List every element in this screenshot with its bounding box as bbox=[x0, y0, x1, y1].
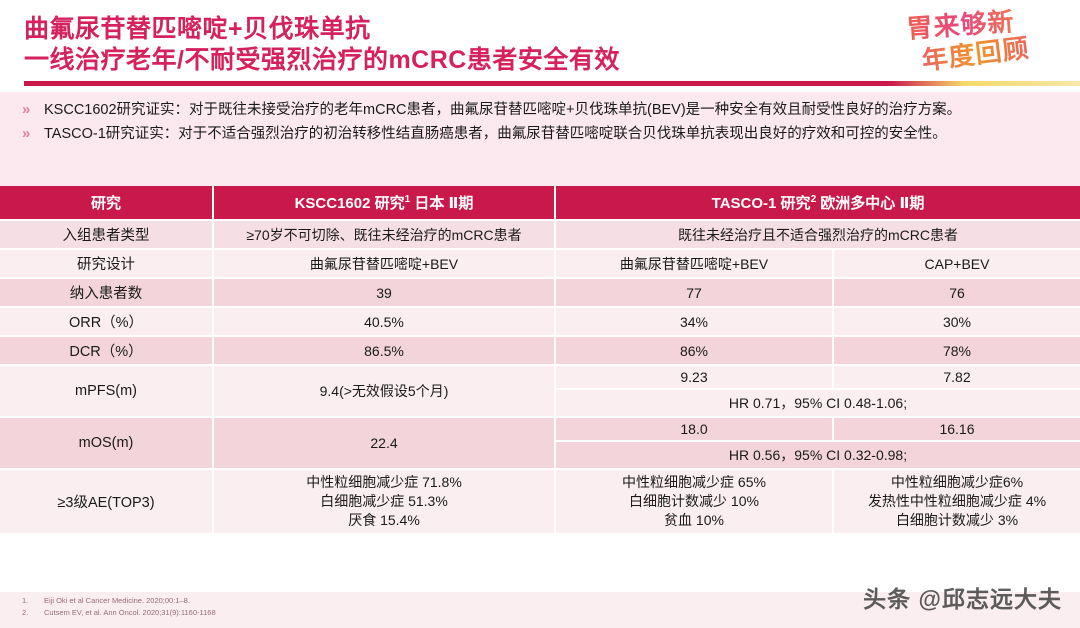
ae-line: 白细胞计数减少 10% bbox=[629, 493, 759, 509]
chevron-double-right-icon: » bbox=[22, 101, 31, 118]
page-title-line1: 曲氟尿苷替匹嘧啶+贝伐珠单抗 bbox=[24, 15, 371, 43]
cell-ae-kscc: 中性粒细胞减少症 71.8% 白细胞减少症 51.3% 厌食 15.4% bbox=[213, 469, 556, 535]
row-label: mPFS(m) bbox=[0, 365, 214, 418]
list-item: » KSCC1602研究证实：对于既往未接受治疗的老年mCRC患者，曲氟尿苷替匹… bbox=[22, 99, 1058, 121]
row-label: ≥3级AE(TOP3) bbox=[0, 469, 214, 535]
ae-line: 发热性中性粒细胞减少症 4% bbox=[867, 493, 1047, 509]
table-row: HR 0.56，95% CI 0.32-0.98; bbox=[0, 441, 1080, 470]
cell-tasco-arm1: 18.0 bbox=[555, 417, 834, 442]
list-item: » TASCO-1研究证实：对于不适合强烈治疗的初治转移性结直肠癌患者，曲氟尿苷… bbox=[22, 123, 1058, 145]
table-row: mPFS(m) 9.4(>无效假设5个月) 9.23 7.82 bbox=[0, 365, 1080, 418]
table-header-row: 研究 KSCC1602 研究1 日本 Ⅱ期 TASCO-1 研究2 欧洲多中心 … bbox=[0, 186, 1080, 221]
cell-kscc: 86.5% bbox=[213, 336, 556, 366]
cell-kscc: 22.4 bbox=[213, 417, 556, 470]
cell-tasco-arm2: CAP+BEV bbox=[833, 249, 1080, 279]
cell-tasco-arm2: 78% bbox=[833, 336, 1080, 366]
tasco-name: TASCO-1 研究 bbox=[711, 195, 811, 212]
summary-band: » KSCC1602研究证实：对于既往未接受治疗的老年mCRC患者，曲氟尿苷替匹… bbox=[0, 92, 1080, 186]
cell-kscc: 40.5% bbox=[213, 307, 556, 337]
table-row: 纳入患者数 39 77 76 bbox=[0, 278, 1080, 308]
ae-line: 白细胞减少症 51.3% bbox=[320, 493, 448, 509]
cell-kscc: 39 bbox=[213, 278, 556, 308]
cell-tasco-span: 既往未经治疗且不适合强烈治疗的mCRC患者 bbox=[555, 220, 1080, 250]
cell-tasco-arm2: 30% bbox=[833, 307, 1080, 337]
footnote-text: Eiji Oki et al Cancer Medicine. 2020;00:… bbox=[44, 596, 190, 605]
row-label: ORR（%） bbox=[0, 307, 214, 337]
footnote-1: 1. Eiji Oki et al Cancer Medicine. 2020;… bbox=[22, 595, 1080, 607]
cell-kscc: 曲氟尿苷替匹嘧啶+BEV bbox=[213, 249, 556, 279]
footnote-number: 1. bbox=[22, 596, 29, 605]
watermark: 头条 @邱志远大夫 bbox=[863, 586, 1062, 612]
footnote-2: 2. Cutsem EV, et al. Ann Oncol. 2020;31(… bbox=[22, 607, 1080, 619]
cell-kscc: ≥70岁不可切除、既往未经治疗的mCRC患者 bbox=[213, 220, 556, 250]
table-row: 入组患者类型 ≥70岁不可切除、既往未经治疗的mCRC患者 既往未经治疗且不适合… bbox=[0, 220, 1080, 250]
cell-ae-tasco-arm2: 中性粒细胞减少症6% 发热性中性粒细胞减少症 4% 白细胞计数减少 3% bbox=[833, 469, 1080, 535]
table-row: ≥3级AE(TOP3) 中性粒细胞减少症 71.8% 白细胞减少症 51.3% … bbox=[0, 469, 1080, 535]
cell-tasco-arm1: 86% bbox=[555, 336, 834, 366]
ae-line: 厌食 15.4% bbox=[348, 512, 420, 528]
summary-bullet-text: KSCC1602研究证实：对于既往未接受治疗的老年mCRC患者，曲氟尿苷替匹嘧啶… bbox=[44, 102, 962, 118]
cell-tasco-arm1: 77 bbox=[555, 278, 834, 308]
cell-tasco-arm2: 7.82 bbox=[833, 365, 1080, 390]
cell-tasco-arm1: 曲氟尿苷替匹嘧啶+BEV bbox=[555, 249, 834, 279]
row-label: 入组患者类型 bbox=[0, 220, 214, 250]
cell-kscc: 9.4(>无效假设5个月) bbox=[213, 365, 556, 418]
kscc-tail: 日本 Ⅱ期 bbox=[410, 195, 474, 212]
page-title-line2: 一线治疗老年/不耐受强烈治疗的mCRC患者安全有效 bbox=[24, 46, 620, 74]
tasco-tail: 欧洲多中心 Ⅱ期 bbox=[816, 195, 925, 212]
cell-tasco-arm1: 9.23 bbox=[555, 365, 834, 390]
column-header-study: 研究 bbox=[0, 186, 214, 221]
campaign-logo: 胃来够新 年度回顾 bbox=[859, 0, 1064, 95]
footnote-number: 2. bbox=[22, 608, 29, 617]
table-row: ORR（%） 40.5% 34% 30% bbox=[0, 307, 1080, 337]
cell-mpfs-hazard-ratio: HR 0.71，95% CI 0.48-1.06; bbox=[555, 389, 1080, 418]
ae-line: 中性粒细胞减少症6% bbox=[890, 474, 1024, 490]
chevron-double-right-icon: » bbox=[22, 125, 31, 142]
cell-tasco-arm2: 16.16 bbox=[833, 417, 1080, 442]
ae-line: 中性粒细胞减少症 71.8% bbox=[306, 474, 462, 490]
title-divider bbox=[24, 81, 1080, 86]
kscc-name: KSCC1602 研究 bbox=[294, 195, 405, 212]
cell-mos-hazard-ratio: HR 0.56，95% CI 0.32-0.98; bbox=[555, 441, 1080, 470]
study-comparison-table: 研究 KSCC1602 研究1 日本 Ⅱ期 TASCO-1 研究2 欧洲多中心 … bbox=[0, 186, 1080, 535]
cell-ae-tasco-arm1: 中性粒细胞减少症 65% 白细胞计数减少 10% 贫血 10% bbox=[555, 469, 834, 535]
ae-line: 中性粒细胞减少症 65% bbox=[622, 474, 766, 490]
kscc-ref-sup: 1 bbox=[404, 194, 411, 205]
footnote-text: Cutsem EV, et al. Ann Oncol. 2020;31(9):… bbox=[44, 608, 216, 617]
column-header-kscc1602: KSCC1602 研究1 日本 Ⅱ期 bbox=[213, 186, 556, 221]
summary-bullet-text: TASCO-1研究证实：对于不适合强烈治疗的初治转移性结直肠癌患者，曲氟尿苷替匹… bbox=[44, 126, 947, 142]
footnote-block: 1. Eiji Oki et al Cancer Medicine. 2020;… bbox=[0, 592, 1080, 628]
row-label: mOS(m) bbox=[0, 417, 214, 470]
cell-tasco-arm2: 76 bbox=[833, 278, 1080, 308]
table-row: 研究设计 曲氟尿苷替匹嘧啶+BEV 曲氟尿苷替匹嘧啶+BEV CAP+BEV bbox=[0, 249, 1080, 279]
row-label: 纳入患者数 bbox=[0, 278, 214, 308]
row-label: 研究设计 bbox=[0, 249, 214, 279]
table-row: HR 0.71，95% CI 0.48-1.06; bbox=[0, 389, 1080, 418]
row-label: DCR（%） bbox=[0, 336, 214, 366]
tasco-ref-sup: 2 bbox=[810, 194, 817, 205]
table-row: mOS(m) 22.4 18.0 16.16 bbox=[0, 417, 1080, 470]
ae-line: 白细胞计数减少 3% bbox=[895, 512, 1019, 528]
cell-tasco-arm1: 34% bbox=[555, 307, 834, 337]
slide-header: 曲氟尿苷替匹嘧啶+贝伐珠单抗 一线治疗老年/不耐受强烈治疗的mCRC患者安全有效… bbox=[0, 0, 1080, 92]
table-row: DCR（%） 86.5% 86% 78% bbox=[0, 336, 1080, 366]
ae-line: 贫血 10% bbox=[664, 512, 724, 528]
column-header-tasco1: TASCO-1 研究2 欧洲多中心 Ⅱ期 bbox=[555, 186, 1080, 221]
